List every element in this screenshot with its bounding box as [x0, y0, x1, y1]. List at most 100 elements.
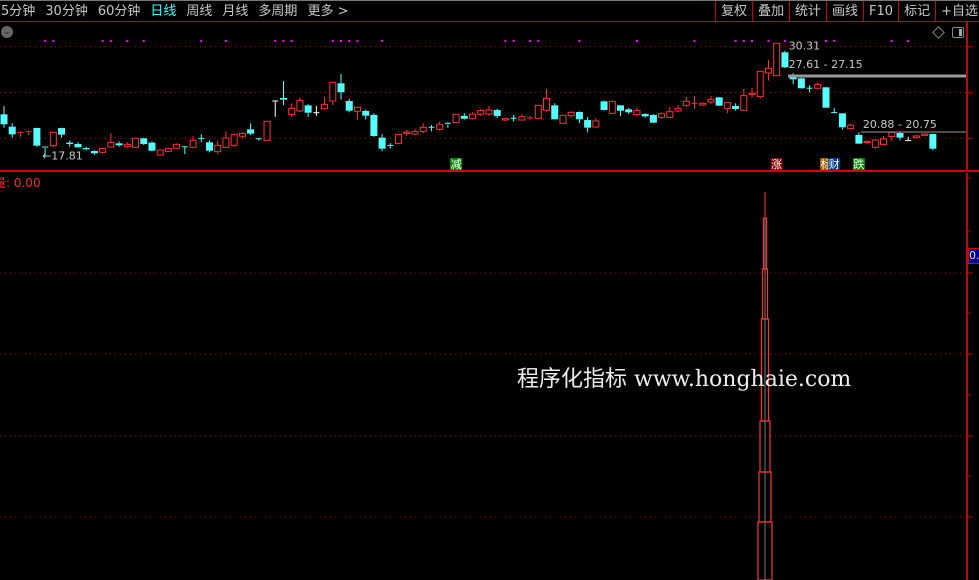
candle: [691, 96, 698, 109]
candle-body: [362, 110, 370, 116]
signal-dot: [200, 40, 203, 42]
candle-body: [617, 105, 624, 111]
candle: [452, 113, 460, 124]
candle-body: [847, 124, 855, 130]
candle: [855, 132, 863, 145]
candle: [905, 136, 912, 142]
tab-2[interactable]: 60分钟: [97, 4, 141, 19]
candle: [912, 135, 920, 139]
candle: [666, 106, 674, 118]
candle: [493, 108, 501, 118]
candle-body: [411, 130, 419, 135]
candle: [411, 128, 419, 135]
candle-body: [477, 110, 485, 115]
candle-body: [764, 67, 772, 74]
candle-body: [395, 133, 403, 144]
candle: [82, 146, 90, 151]
candle-body: [641, 114, 649, 117]
candle-body: [123, 143, 131, 148]
candle: [345, 98, 353, 113]
candle-body: [247, 129, 255, 134]
candle: [617, 105, 624, 116]
candle-body: [822, 87, 830, 108]
candle-body: [929, 134, 937, 149]
candle: [831, 107, 838, 114]
signal-dot: [693, 40, 696, 42]
toolbar-button-5[interactable]: 标记: [898, 1, 935, 22]
signal-dot: [282, 40, 285, 42]
low-price-label: ←17.81: [42, 150, 83, 163]
panel-toggle-icon[interactable]: [952, 27, 964, 38]
tab-6[interactable]: 多周期: [258, 4, 298, 19]
candlestick-chart[interactable]: 30.31 ←17.81 27.61 - 27.15 20.88 - 20.75 减 涨 标…: [0, 22, 979, 172]
tab-7[interactable]: 更多 >: [307, 4, 349, 19]
tab-1[interactable]: 30分钟: [45, 4, 88, 19]
candle-body: [600, 101, 608, 110]
chevron-down-icon[interactable]: ⌄: [1, 26, 13, 38]
candle: [699, 102, 707, 106]
toolbar-button-0[interactable]: 复权: [714, 1, 752, 22]
indicator-panel[interactable]: [0, 173, 979, 580]
candle-body: [608, 100, 616, 114]
candle: [329, 81, 337, 106]
candle: [929, 133, 937, 151]
candle-body: [912, 135, 920, 139]
candle-body: [49, 131, 57, 147]
tab-4[interactable]: 周线: [186, 4, 213, 19]
candle: [181, 146, 188, 155]
candle-body: [888, 131, 896, 138]
signal-dot: [742, 40, 745, 42]
candle-body: [378, 137, 386, 149]
candle-body: [140, 138, 148, 144]
candle: [806, 85, 813, 93]
toolbar-button-6[interactable]: +自选: [935, 1, 979, 22]
candle-body: [649, 114, 657, 123]
candle-body: [156, 149, 164, 156]
candle: [477, 108, 485, 116]
signal-dot: [109, 40, 112, 42]
candle: [428, 125, 435, 132]
candle-body: [485, 109, 493, 115]
signal-dot: [381, 40, 384, 42]
candle: [8, 123, 16, 138]
indicator-value-label: 量: 0.00: [0, 176, 41, 190]
candle: [871, 139, 879, 149]
toolbar-button-2[interactable]: 统计: [789, 1, 826, 22]
candle: [296, 97, 304, 113]
candle: [682, 96, 690, 107]
candle-body: [584, 120, 592, 128]
candle: [460, 113, 468, 120]
candle-body: [436, 123, 444, 130]
candle: [321, 96, 329, 110]
candle-body: [921, 133, 929, 136]
toolbar-button-4[interactable]: F10: [863, 1, 898, 22]
candle: [748, 87, 756, 98]
candle: [888, 131, 896, 142]
candle-body: [304, 105, 312, 113]
candle: [781, 50, 789, 68]
toolbar-button-1[interactable]: 叠加: [752, 1, 789, 22]
candle-body: [699, 102, 707, 106]
candle-body: [189, 139, 197, 148]
tab-3[interactable]: 日线: [150, 4, 177, 19]
candle-body: [321, 103, 329, 110]
candle-body: [501, 118, 509, 121]
candle: [140, 137, 148, 145]
candle: [66, 140, 74, 147]
candle: [773, 42, 781, 77]
candle-body: [0, 114, 8, 125]
toolbar-button-3[interactable]: 画线: [826, 1, 863, 22]
candle-body: [8, 126, 16, 135]
tab-5[interactable]: 月线: [222, 4, 249, 19]
candle: [592, 117, 600, 128]
candle-body: [633, 109, 641, 116]
tab-0[interactable]: 5分钟: [1, 4, 36, 19]
period-toolbar: 5分钟 30分钟 60分钟 日线 周线 月线 多周期 更多 > 复权 叠加 统计 画线 F10 标记 +自…: [0, 0, 979, 22]
candle: [707, 96, 715, 105]
candle-body: [567, 111, 575, 117]
candle: [353, 106, 361, 120]
candle-body: [592, 120, 600, 128]
candle-body: [838, 113, 846, 128]
candle: [543, 89, 551, 112]
candle: [797, 77, 805, 89]
